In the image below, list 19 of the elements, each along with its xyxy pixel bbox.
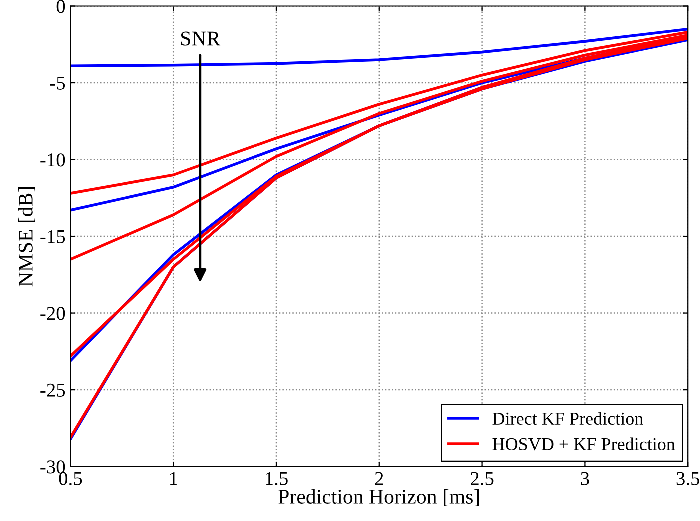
y-tick-label: -25 — [40, 384, 66, 397]
y-tick-label: -5 — [50, 77, 66, 90]
x-tick-label: 1.5 — [266, 472, 288, 486]
y-tick-label: -15 — [40, 230, 66, 244]
x-tick-label: 0.5 — [59, 472, 82, 486]
x-axis-title: Prediction Horizon [ms] — [278, 489, 480, 507]
legend-label: HOSVD + KF Prediction — [492, 438, 676, 451]
annotation: SNR — [181, 32, 221, 46]
y-tick-label: 0 — [56, 0, 66, 14]
x-tick-label: 3 — [581, 472, 590, 486]
legend-label: Direct KF Prediction — [492, 412, 644, 425]
y-tick-label: -30 — [40, 460, 66, 474]
y-axis-title: NMSE [dB] — [18, 187, 36, 287]
x-tick-label: 2.5 — [471, 472, 494, 486]
y-tick-label: -10 — [40, 154, 66, 167]
y-tick-label: -20 — [40, 307, 66, 320]
x-tick-label: 3.5 — [676, 472, 700, 486]
x-tick-label: 2 — [375, 472, 384, 486]
x-tick-label: 1 — [170, 472, 178, 486]
